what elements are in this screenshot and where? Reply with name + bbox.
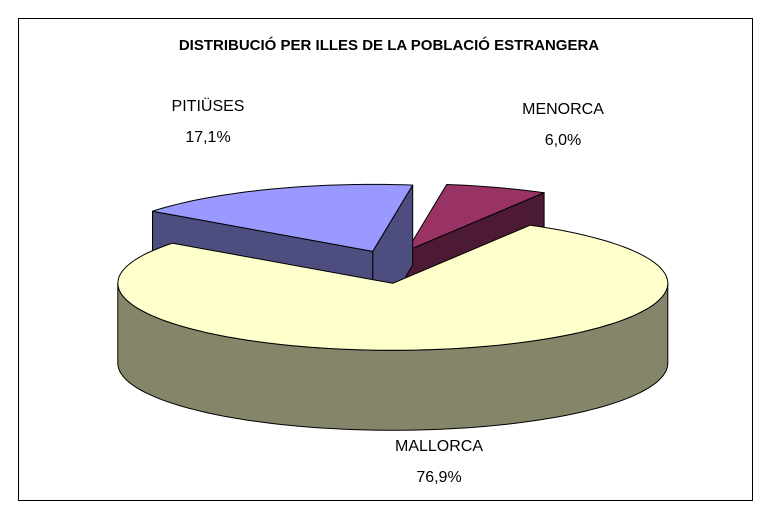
slice-category-label: MENORCA [522,101,604,118]
chart-title: DISTRIBUCIÓ PER ILLES DE LA POBLACIÓ EST… [179,36,599,54]
slice-category-label: MALLORCA [395,438,483,455]
pie-slice [117,224,669,431]
slice-value-label: 76,9% [416,469,461,486]
slice-value-label: 17,1% [185,129,230,146]
slice-top [406,184,545,252]
slice-category-label: PITIÜSES [172,97,245,115]
slice-top [152,183,414,252]
slice-top [117,224,669,351]
slice-value-label: 6,0% [545,132,581,149]
